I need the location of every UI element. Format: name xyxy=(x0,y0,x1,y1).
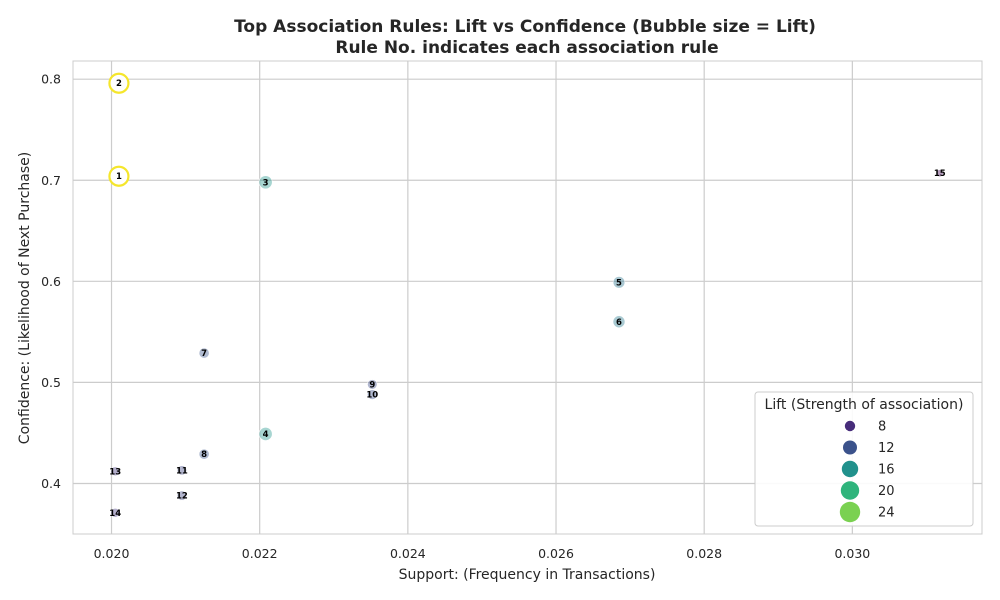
legend-label: 8 xyxy=(878,420,886,435)
rule-point-13: 13 xyxy=(109,466,121,477)
legend-title: Lift (Strength of association) xyxy=(765,397,964,413)
rule-label: 14 xyxy=(109,509,121,519)
bubble xyxy=(110,507,121,518)
rule-label: 2 xyxy=(116,79,122,89)
rule-label: 1 xyxy=(116,172,122,182)
y-tick-label: 0.8 xyxy=(41,72,61,87)
rule-point-11: 11 xyxy=(176,465,188,476)
rule-label: 6 xyxy=(616,318,622,328)
rule-label: 13 xyxy=(109,467,121,477)
chart-title-line-1: Top Association Rules: Lift vs Confidenc… xyxy=(234,17,816,37)
x-tick-label: 0.020 xyxy=(94,546,130,561)
chart-title-line-2: Rule No. indicates each association rule xyxy=(335,38,718,58)
highlight-ring xyxy=(108,165,130,187)
x-axis-ticks: 0.020 0.022 0.024 0.026 0.028 0.030 xyxy=(94,546,871,561)
bubble xyxy=(110,466,121,477)
x-tick-label: 0.024 xyxy=(390,546,426,561)
rule-point-2: 2 xyxy=(108,72,130,94)
rule-point-10: 10 xyxy=(366,389,378,401)
legend-entry-8: 8 xyxy=(844,420,886,435)
legend-entry-16: 16 xyxy=(841,460,895,478)
rule-point-14: 14 xyxy=(109,507,121,519)
x-tick-label: 0.030 xyxy=(834,546,870,561)
legend-marker xyxy=(843,440,857,455)
y-axis-label: Confidence: (Likelihood of Next Purchase… xyxy=(17,152,33,444)
x-tick-label: 0.028 xyxy=(686,546,722,561)
rule-label: 5 xyxy=(616,278,622,288)
rule-point-12: 12 xyxy=(176,490,188,502)
rule-point-1: 1 xyxy=(108,165,130,187)
rule-label: 9 xyxy=(369,380,375,390)
rule-point-5: 5 xyxy=(612,276,626,289)
legend-entry-12: 12 xyxy=(843,440,895,456)
bubble xyxy=(258,427,273,441)
legend-marker xyxy=(841,460,859,478)
bubble xyxy=(176,465,187,476)
rule-label: 3 xyxy=(263,178,269,188)
legend-marker xyxy=(839,501,861,523)
y-tick-label: 0.5 xyxy=(41,375,61,390)
rule-point-3: 3 xyxy=(258,175,273,190)
rule-label: 7 xyxy=(201,349,207,359)
legend-label: 20 xyxy=(878,484,895,499)
legend-label: 24 xyxy=(878,506,895,521)
legend-marker xyxy=(840,481,860,500)
bubble xyxy=(198,347,210,359)
bubble xyxy=(612,276,626,289)
grid xyxy=(73,61,982,534)
y-tick-label: 0.4 xyxy=(41,476,61,491)
rule-point-8: 8 xyxy=(198,448,210,460)
rule-label: 15 xyxy=(934,169,946,179)
bubble xyxy=(935,169,944,178)
rule-label: 11 xyxy=(176,466,188,476)
legend: Lift (Strength of association) 8 12 16 20 24 xyxy=(754,391,974,527)
x-tick-label: 0.026 xyxy=(538,546,574,561)
y-tick-label: 0.7 xyxy=(41,173,61,188)
rule-label: 4 xyxy=(263,430,269,440)
rule-point-6: 6 xyxy=(612,315,626,329)
bubble xyxy=(258,175,273,190)
rule-label: 10 xyxy=(366,391,378,401)
legend-label: 12 xyxy=(878,441,895,456)
x-tick-label: 0.022 xyxy=(242,546,278,561)
y-tick-label: 0.6 xyxy=(41,274,61,289)
rule-point-4: 4 xyxy=(258,427,273,441)
bubble xyxy=(612,315,626,329)
legend-label: 16 xyxy=(878,463,895,478)
rule-point-7: 7 xyxy=(198,347,210,359)
rule-label: 8 xyxy=(201,450,207,460)
bubble xyxy=(176,490,187,501)
rule-point-15: 15 xyxy=(934,169,946,179)
highlight-ring xyxy=(108,72,130,94)
legend-entry-24: 24 xyxy=(839,501,895,523)
legend-entries: 8 12 16 20 24 xyxy=(839,420,895,523)
x-axis-label: Support: (Frequency in Transactions) xyxy=(399,567,656,583)
legend-entry-20: 20 xyxy=(840,481,895,500)
bubble xyxy=(366,389,378,400)
legend-marker xyxy=(844,420,856,432)
legend-box xyxy=(754,391,974,527)
y-axis-ticks: 0.4 0.5 0.6 0.7 0.8 xyxy=(41,72,61,491)
bubble xyxy=(198,448,210,460)
rule-label: 12 xyxy=(176,492,188,502)
